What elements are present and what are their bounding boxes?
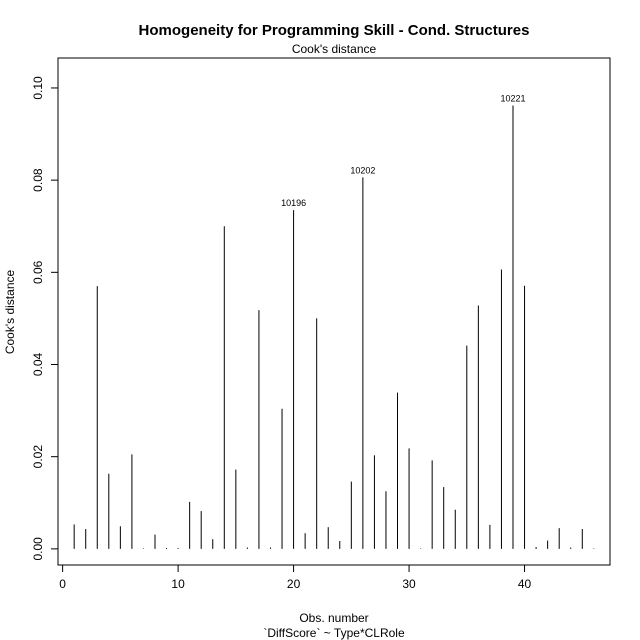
formula-caption: `DiffScore` ~ Type*CLRole	[263, 626, 405, 640]
y-tick-label-2: 0.04	[31, 353, 45, 377]
point-label-10196: 10196	[281, 198, 306, 208]
point-label-10221: 10221	[500, 93, 525, 103]
x-tick-label-30: 30	[402, 577, 416, 591]
x-tick-label-10: 10	[171, 577, 185, 591]
x-tick-label-20: 20	[287, 577, 301, 591]
chart-subtitle: Cook's distance	[292, 42, 377, 56]
plot-frame	[57, 57, 611, 566]
x-tick-label-40: 40	[518, 577, 532, 591]
y-tick-label-4: 0.08	[31, 168, 45, 192]
y-tick-label-5: 0.10	[31, 76, 45, 100]
x-axis: 0 10 20 30 40	[59, 564, 532, 591]
y-axis: 0.00 0.02 0.04 0.06 0.08 0.10	[31, 76, 59, 561]
y-tick-label-3: 0.06	[31, 260, 45, 284]
point-label-10202: 10202	[350, 165, 375, 175]
x-tick-label-0: 0	[59, 577, 66, 591]
point-labels-group: 10196 10202 10221	[281, 93, 525, 208]
bars-group	[73, 105, 595, 549]
x-axis-label: Obs. number	[299, 611, 368, 625]
y-tick-label-0: 0.00	[31, 537, 45, 561]
y-tick-label-1: 0.02	[31, 445, 45, 469]
chart-title: Homogeneity for Programming Skill - Cond…	[139, 22, 530, 39]
y-axis-label: Cook's distance	[3, 270, 17, 355]
